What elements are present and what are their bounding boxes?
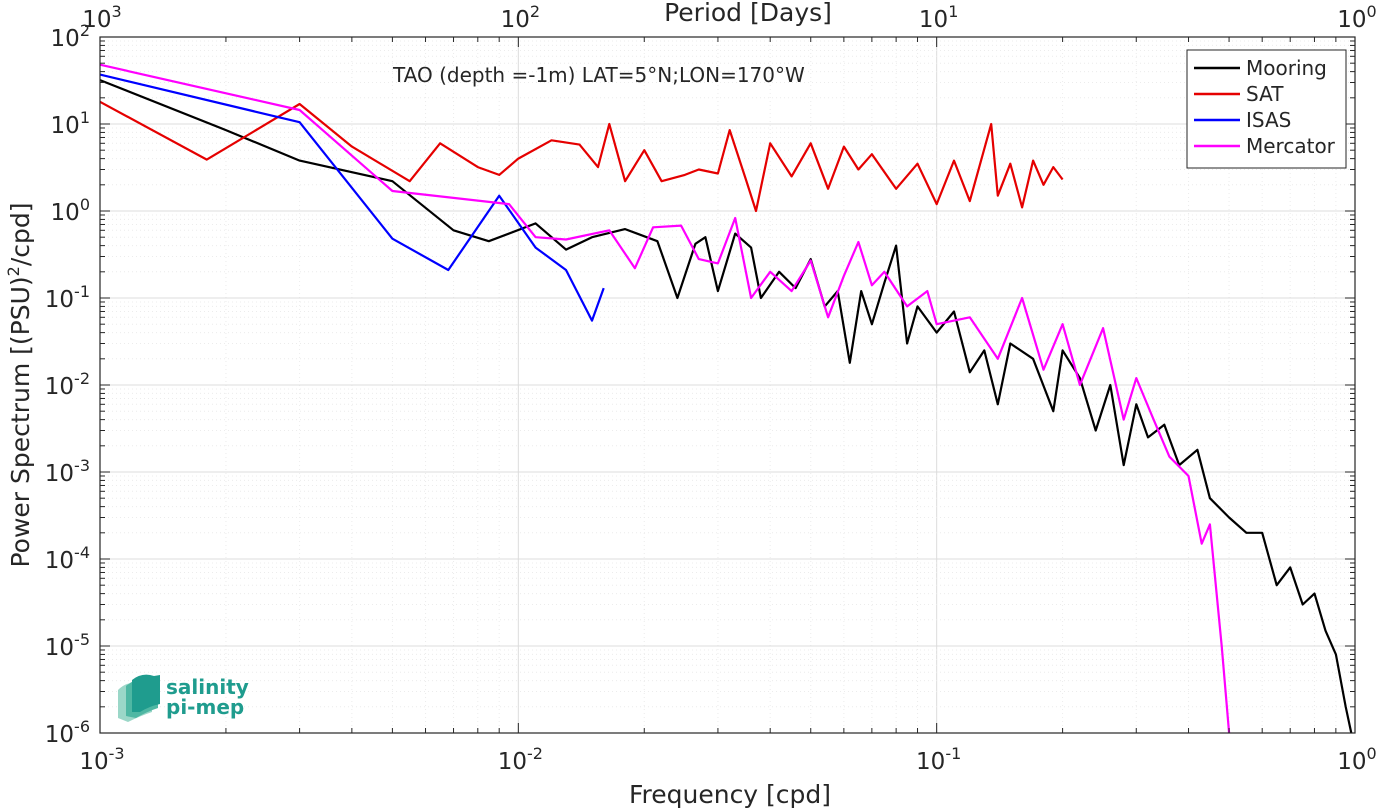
legend-label-sat: SAT — [1246, 82, 1284, 106]
logo-graphic — [118, 674, 160, 722]
y-tick-label: 10-3 — [45, 456, 90, 487]
y-axis-label-main: Power Spectrum [(PSU) — [6, 276, 35, 567]
x-tick-label: 100 — [1337, 744, 1376, 775]
y-axis-label-sup: 2 — [4, 266, 23, 276]
top-tick-label: 102 — [501, 2, 540, 33]
legend-label-mooring: Mooring — [1246, 56, 1327, 80]
y-tick-label: 10-5 — [45, 630, 90, 661]
y-tick-label: 10-4 — [45, 543, 90, 574]
y-tick-label: 10-6 — [45, 717, 90, 748]
series-lines — [99, 63, 1353, 734]
top-tick-label: 100 — [1337, 2, 1376, 33]
x-tick-label: 10-3 — [79, 744, 124, 775]
x-tick-label: 10-2 — [498, 744, 543, 775]
top-axis-label: Period [Days] — [664, 0, 832, 27]
ticks — [99, 37, 1355, 734]
y-axis-label: Power Spectrum [(PSU)2/cpd] — [4, 203, 35, 568]
logo-text-line1: salinity — [166, 675, 249, 699]
legend-label-mercator: Mercator — [1246, 134, 1336, 158]
y-axis-label-tail: /cpd] — [6, 203, 35, 267]
grid — [99, 37, 1355, 734]
y-tick-label: 102 — [51, 21, 90, 52]
x-tick-label: 10-1 — [916, 744, 961, 775]
legend-box — [1186, 49, 1347, 169]
chart-title: TAO (depth =-1m) LAT=5°N;LON=170°W — [392, 63, 805, 87]
y-tick-label: 10-1 — [45, 282, 90, 313]
top-tick-label: 101 — [919, 2, 958, 33]
x-axis-label: Frequency [cpd] — [629, 780, 831, 809]
series-line-isas — [99, 73, 605, 322]
logo-text-line2: pi-mep — [166, 695, 244, 719]
y-tick-label: 10-2 — [45, 369, 90, 400]
legend-label-isas: ISAS — [1246, 108, 1291, 132]
series-line-mooring — [99, 79, 1353, 734]
top-tick-label: 103 — [82, 2, 121, 33]
salinity-pi-mep-logo: salinity pi-mep — [118, 674, 249, 722]
series-line-sat — [99, 100, 1064, 213]
y-tick-label: 100 — [51, 195, 90, 226]
y-tick-label: 101 — [51, 108, 90, 139]
series-line-mercator — [99, 63, 1231, 734]
